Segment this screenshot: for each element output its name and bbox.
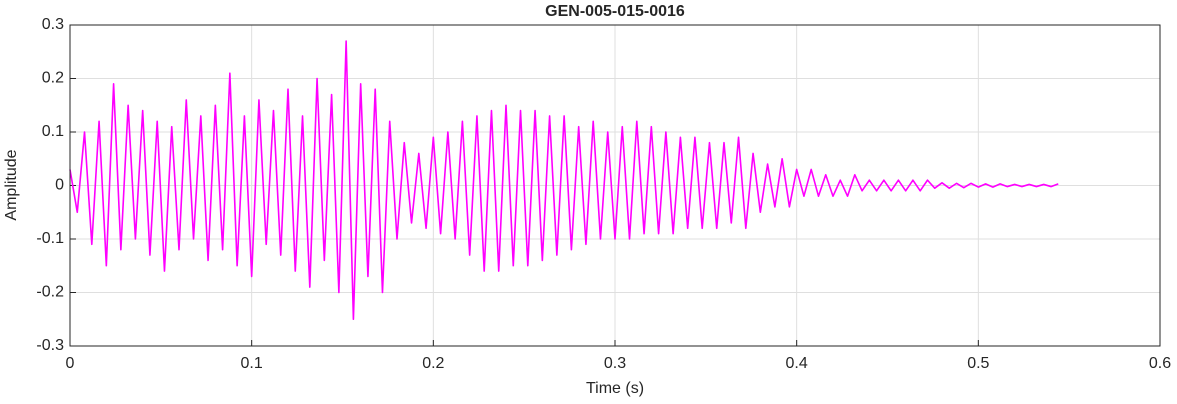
- x-tick-label: 0.2: [422, 355, 444, 372]
- x-axis-label: Time (s): [586, 380, 644, 397]
- y-tick-label: -0.3: [36, 337, 64, 354]
- y-tick-label: 0.1: [42, 123, 64, 140]
- x-tick-label: 0: [66, 355, 75, 372]
- x-tick-label: 0.4: [786, 355, 808, 372]
- y-tick-label: 0: [55, 177, 64, 194]
- waveform-line: [69, 40, 1059, 321]
- x-tick-label: 0.5: [967, 355, 989, 372]
- x-tick-label: 0.6: [1149, 355, 1171, 372]
- y-tick-label: 0.3: [42, 16, 64, 33]
- x-tick-label: 0.1: [241, 355, 263, 372]
- y-tick-label: -0.1: [36, 230, 64, 247]
- x-tick-label: 0.3: [604, 355, 626, 372]
- plot-frame: [69, 24, 1161, 347]
- y-axis-label: Amplitude: [3, 149, 20, 220]
- y-tick-label: -0.2: [36, 284, 64, 301]
- y-tick-label: 0.2: [42, 70, 64, 87]
- chart-title: GEN-005-015-0016: [545, 3, 685, 20]
